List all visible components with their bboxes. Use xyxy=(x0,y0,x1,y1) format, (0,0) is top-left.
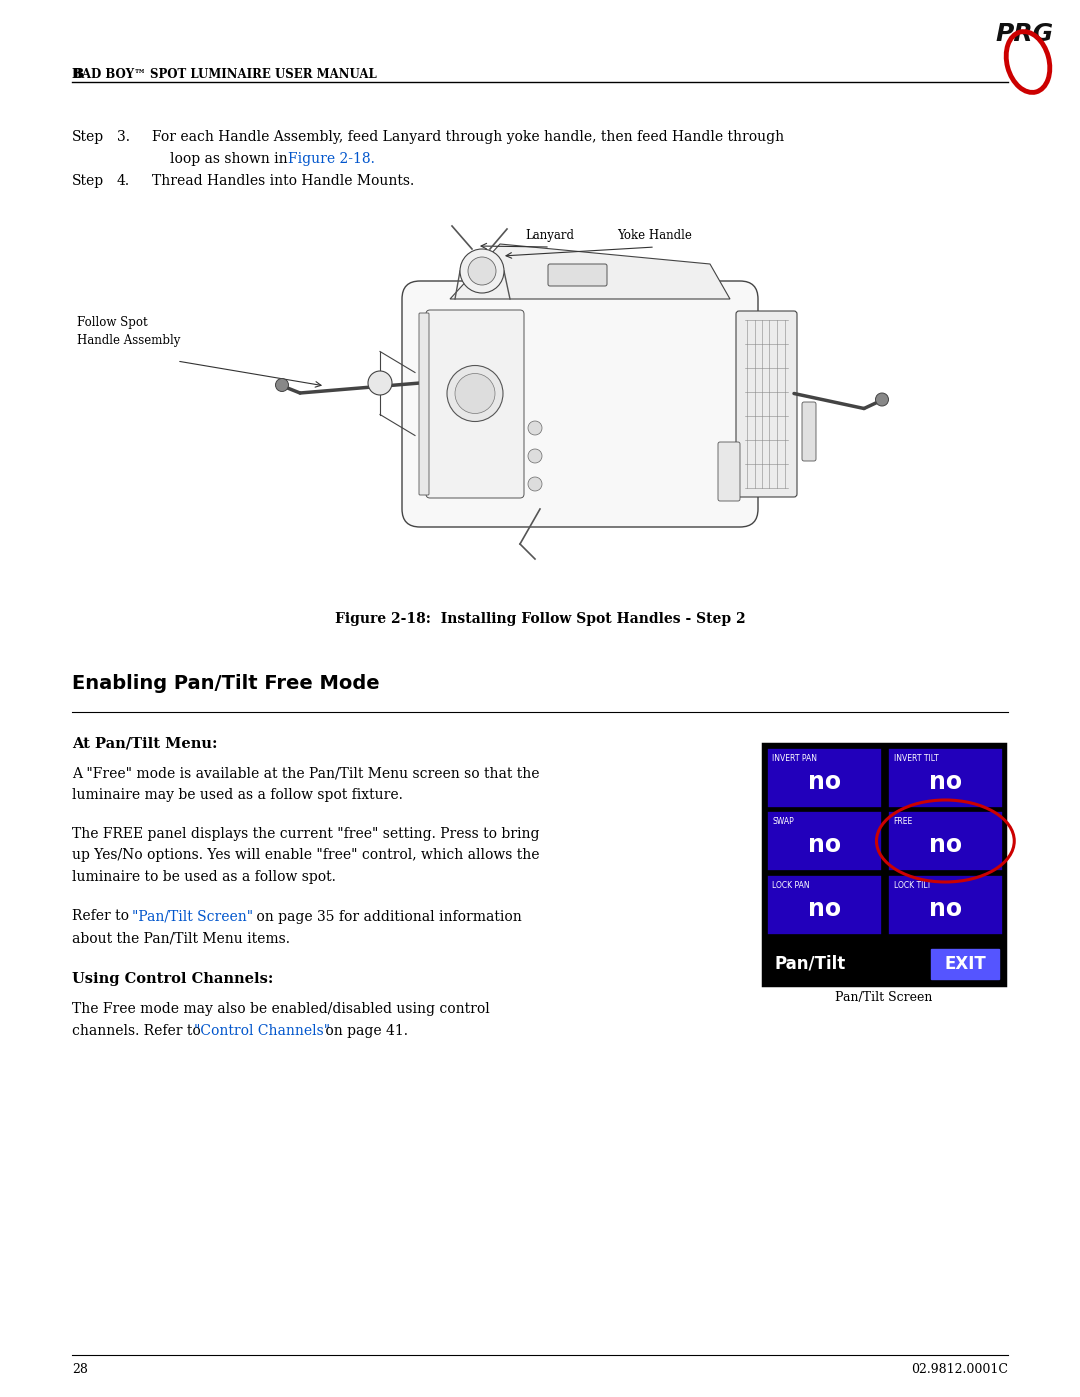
Text: Lanyard: Lanyard xyxy=(526,229,575,242)
FancyBboxPatch shape xyxy=(718,441,740,502)
Circle shape xyxy=(460,249,504,293)
FancyBboxPatch shape xyxy=(735,312,797,497)
Text: 28: 28 xyxy=(72,1363,87,1376)
Text: about the Pan/Tilt Menu items.: about the Pan/Tilt Menu items. xyxy=(72,930,291,944)
FancyBboxPatch shape xyxy=(767,747,882,807)
Text: LOCK TILT: LOCK TILT xyxy=(893,880,931,890)
Text: no: no xyxy=(808,897,841,921)
Circle shape xyxy=(447,366,503,422)
Text: B: B xyxy=(72,68,83,81)
Text: The Free mode may also be enabled/disabled using control: The Free mode may also be enabled/disabl… xyxy=(72,1003,489,1017)
Text: no: no xyxy=(808,833,841,856)
Text: PRG: PRG xyxy=(996,22,1054,46)
Text: EXIT: EXIT xyxy=(944,956,986,972)
Text: channels. Refer to: channels. Refer to xyxy=(72,1024,205,1038)
FancyBboxPatch shape xyxy=(402,281,758,527)
Polygon shape xyxy=(450,244,730,299)
Text: A "Free" mode is available at the Pan/Tilt Menu screen so that the: A "Free" mode is available at the Pan/Ti… xyxy=(72,766,540,780)
Text: loop as shown in: loop as shown in xyxy=(170,152,292,166)
Text: Handle Assembly: Handle Assembly xyxy=(77,334,180,346)
Circle shape xyxy=(876,393,889,407)
Text: luminaire to be used as a follow spot.: luminaire to be used as a follow spot. xyxy=(72,870,336,884)
Text: LOCK PAN: LOCK PAN xyxy=(772,880,810,890)
Circle shape xyxy=(528,420,542,434)
FancyBboxPatch shape xyxy=(548,264,607,286)
Text: up Yes/No options. Yes will enable "free" control, which allows the: up Yes/No options. Yes will enable "free… xyxy=(72,848,540,862)
FancyBboxPatch shape xyxy=(767,875,882,935)
Text: 4.: 4. xyxy=(117,175,130,189)
Circle shape xyxy=(275,379,288,391)
Text: Figure 2-18:  Installing Follow Spot Handles - Step 2: Figure 2-18: Installing Follow Spot Hand… xyxy=(335,612,745,626)
Circle shape xyxy=(455,373,495,414)
Text: no: no xyxy=(808,770,841,793)
Text: Yoke Handle: Yoke Handle xyxy=(618,229,692,242)
Circle shape xyxy=(468,257,496,285)
Text: "Control Channels": "Control Channels" xyxy=(194,1024,330,1038)
Text: Figure 2-18.: Figure 2-18. xyxy=(288,152,375,166)
Text: FREE: FREE xyxy=(893,817,913,826)
Text: 02.9812.0001C: 02.9812.0001C xyxy=(912,1363,1008,1376)
Text: luminaire may be used as a follow spot fixture.: luminaire may be used as a follow spot f… xyxy=(72,788,403,802)
Text: no: no xyxy=(929,897,962,921)
Text: SWAP: SWAP xyxy=(772,817,794,826)
Text: Step: Step xyxy=(72,130,104,144)
Text: on page 35 for additional information: on page 35 for additional information xyxy=(252,909,522,923)
Text: At Pan/Tilt Menu:: At Pan/Tilt Menu: xyxy=(72,736,217,750)
Text: For each Handle Assembly, feed Lanyard through yoke handle, then feed Handle thr: For each Handle Assembly, feed Lanyard t… xyxy=(152,130,784,144)
Circle shape xyxy=(368,372,392,395)
FancyBboxPatch shape xyxy=(426,310,524,497)
FancyBboxPatch shape xyxy=(931,949,999,979)
Text: Thread Handles into Handle Mounts.: Thread Handles into Handle Mounts. xyxy=(152,175,415,189)
Circle shape xyxy=(528,448,542,462)
FancyBboxPatch shape xyxy=(762,745,1005,985)
Text: no: no xyxy=(929,833,962,856)
Text: "Pan/Tilt Screen": "Pan/Tilt Screen" xyxy=(132,909,253,923)
Text: 3.: 3. xyxy=(117,130,130,144)
Text: Enabling Pan/Tilt Free Mode: Enabling Pan/Tilt Free Mode xyxy=(72,673,380,693)
Text: Pan/Tilt: Pan/Tilt xyxy=(775,954,847,972)
FancyBboxPatch shape xyxy=(802,402,816,461)
FancyBboxPatch shape xyxy=(767,812,882,870)
FancyBboxPatch shape xyxy=(419,313,429,495)
FancyBboxPatch shape xyxy=(888,875,1003,935)
Text: Using Control Channels:: Using Control Channels: xyxy=(72,972,273,986)
Text: INVERT TILT: INVERT TILT xyxy=(893,753,939,763)
Text: no: no xyxy=(929,770,962,793)
Text: The FREE panel displays the current "free" setting. Press to bring: The FREE panel displays the current "fre… xyxy=(72,827,540,841)
Text: Follow Spot: Follow Spot xyxy=(77,316,148,330)
FancyBboxPatch shape xyxy=(888,747,1003,807)
Text: Refer to: Refer to xyxy=(72,909,133,923)
Text: Pan/Tilt Screen: Pan/Tilt Screen xyxy=(835,990,933,1004)
Text: Step: Step xyxy=(72,175,104,189)
FancyBboxPatch shape xyxy=(888,812,1003,870)
Circle shape xyxy=(528,476,542,490)
Text: INVERT PAN: INVERT PAN xyxy=(772,753,818,763)
Text: on page 41.: on page 41. xyxy=(321,1024,408,1038)
Text: BAD BOY™ SPOT LUMINAIRE USER MANUAL: BAD BOY™ SPOT LUMINAIRE USER MANUAL xyxy=(72,68,377,81)
